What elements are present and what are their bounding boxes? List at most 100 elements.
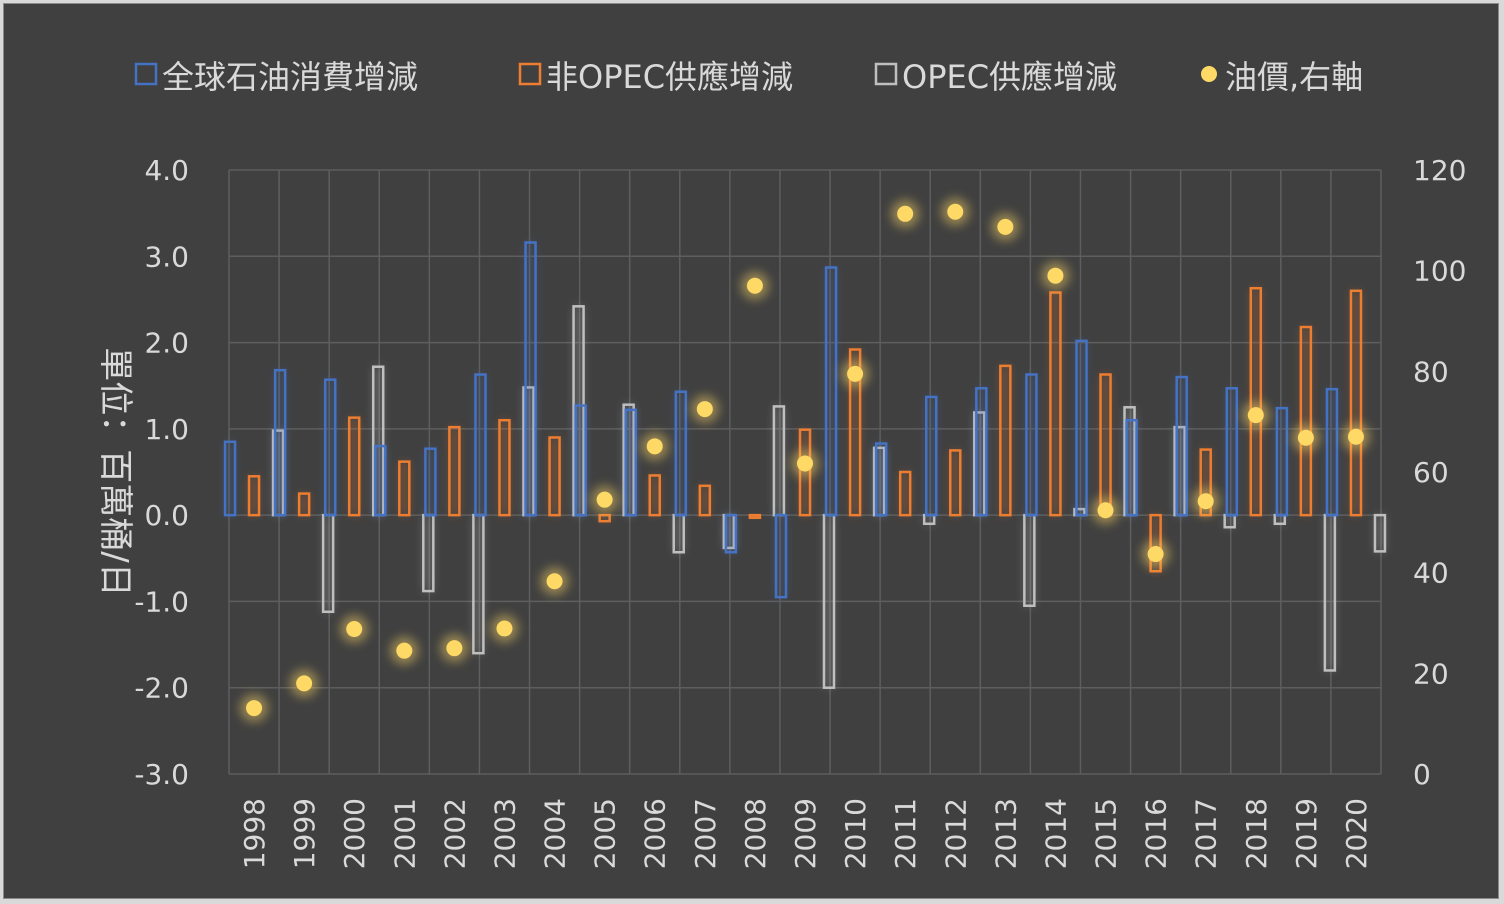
bar-consumption (874, 442, 888, 517)
bar-consumption (774, 513, 788, 599)
price-point (346, 621, 363, 638)
x-tick-label: 2002 (438, 798, 471, 869)
bar-consumption (1225, 387, 1239, 517)
y-tick-label: -1.0 (134, 585, 189, 618)
bar-glow (249, 476, 260, 516)
bar-consumption (975, 387, 988, 517)
bar-consumption (624, 408, 637, 517)
bar-glow (1374, 515, 1385, 552)
price-point (1347, 428, 1364, 445)
bar-consumption (524, 241, 537, 517)
bar-glow (525, 242, 536, 516)
bar-consumption (1275, 406, 1289, 517)
bar-consumption (824, 266, 838, 517)
bar-consumption (1175, 375, 1188, 517)
bar-glow (699, 485, 710, 516)
bar-non-opec (1349, 289, 1363, 517)
x-tick-label: 2010 (839, 798, 872, 869)
price-point (396, 642, 413, 659)
x-tick-label: 1998 (238, 798, 271, 869)
bar-glow (1200, 449, 1211, 516)
chart-frame: 全球石油消費增減 非OPEC供應增減 OPEC供應增減 油價,右軸 4.0 3.0 2.0… (3, 3, 1499, 899)
bar-consumption (374, 444, 387, 517)
bar-glow (325, 379, 336, 516)
bar-consumption (1125, 418, 1138, 517)
bar-non-opec (398, 460, 411, 517)
bar-non-opec (448, 425, 461, 517)
price-point (496, 620, 513, 637)
bar-glow (675, 391, 686, 516)
bar-glow (1050, 292, 1061, 516)
bar-glow (749, 515, 760, 518)
price-point (947, 203, 964, 220)
legend-swatch (1201, 66, 1217, 82)
bar-glow (1226, 388, 1237, 516)
bar-glow (976, 388, 987, 516)
bar-glow (900, 472, 911, 516)
bar-glow (850, 349, 861, 516)
x-tick-label: 2007 (689, 798, 722, 869)
price-point (296, 675, 313, 692)
bar-non-opec (748, 513, 762, 519)
x-tick-label: 2017 (1190, 798, 1223, 869)
bar-non-opec (498, 418, 511, 517)
bar-consumption (574, 404, 587, 517)
price-point (646, 438, 663, 455)
bar-non-opec (347, 416, 361, 517)
bar-glow (876, 443, 887, 516)
price-point (1297, 429, 1314, 446)
y2-tick-label: 100 (1413, 255, 1466, 288)
x-tick-label: 2008 (739, 798, 772, 869)
y-tick-label: 2.0 (144, 327, 189, 360)
price-point (546, 573, 563, 590)
bar-non-opec (1049, 291, 1062, 517)
price-point (246, 700, 263, 717)
bar-non-opec (999, 364, 1012, 517)
bar-non-opec (648, 474, 661, 517)
bar-glow (475, 374, 486, 516)
bar-glow (349, 417, 360, 516)
bar-glow (950, 450, 961, 516)
bar-glow (625, 409, 636, 516)
bar-consumption (223, 440, 237, 517)
bar-glow (299, 493, 310, 516)
y-tick-label: 0.0 (144, 499, 189, 532)
bar-glow (1300, 327, 1311, 516)
bar-non-opec (1299, 325, 1313, 517)
bar-glow (575, 405, 586, 516)
y-tick-label: -3.0 (134, 758, 189, 791)
y-tick-label: 1.0 (144, 413, 189, 446)
bar-glow (225, 441, 236, 516)
x-tick-label: 2014 (1039, 798, 1072, 869)
price-point (1147, 546, 1164, 563)
legend-label: 油價,右軸 (1225, 58, 1363, 96)
bar-glow (399, 461, 410, 516)
x-tick-label: 2018 (1240, 798, 1273, 869)
x-tick-label: 2019 (1290, 798, 1323, 869)
bar-glow (1326, 389, 1337, 516)
x-tick-label: 2000 (338, 798, 371, 869)
legend: 全球石油消費增減 非OPEC供應增減 OPEC供應增減 油價,右軸 (134, 58, 1363, 96)
price-point (1047, 267, 1064, 284)
legend-label: 非OPEC供應增減 (546, 58, 793, 96)
bar-glow (824, 515, 834, 688)
bar-non-opec (1249, 286, 1263, 517)
bar-consumption (424, 447, 437, 517)
bar-glow (449, 427, 460, 516)
bar-opec (1373, 513, 1387, 553)
bar-consumption (273, 368, 287, 517)
bar-non-opec (698, 484, 712, 517)
y-tick-label: 4.0 (144, 154, 189, 187)
legend-swatch (874, 62, 898, 86)
y-tick-label: -2.0 (134, 672, 189, 705)
bar-glow (1000, 365, 1011, 516)
bar-glow (375, 446, 386, 516)
y2-tick-label: 0 (1413, 758, 1431, 791)
price-point (1197, 493, 1214, 510)
price-point (997, 218, 1014, 235)
x-tick-label: 2006 (639, 798, 672, 869)
bar-glow (1176, 377, 1187, 516)
x-tick-label: 2001 (388, 798, 421, 869)
y-tick-label: 3.0 (144, 240, 189, 273)
bar-consumption (474, 373, 487, 517)
